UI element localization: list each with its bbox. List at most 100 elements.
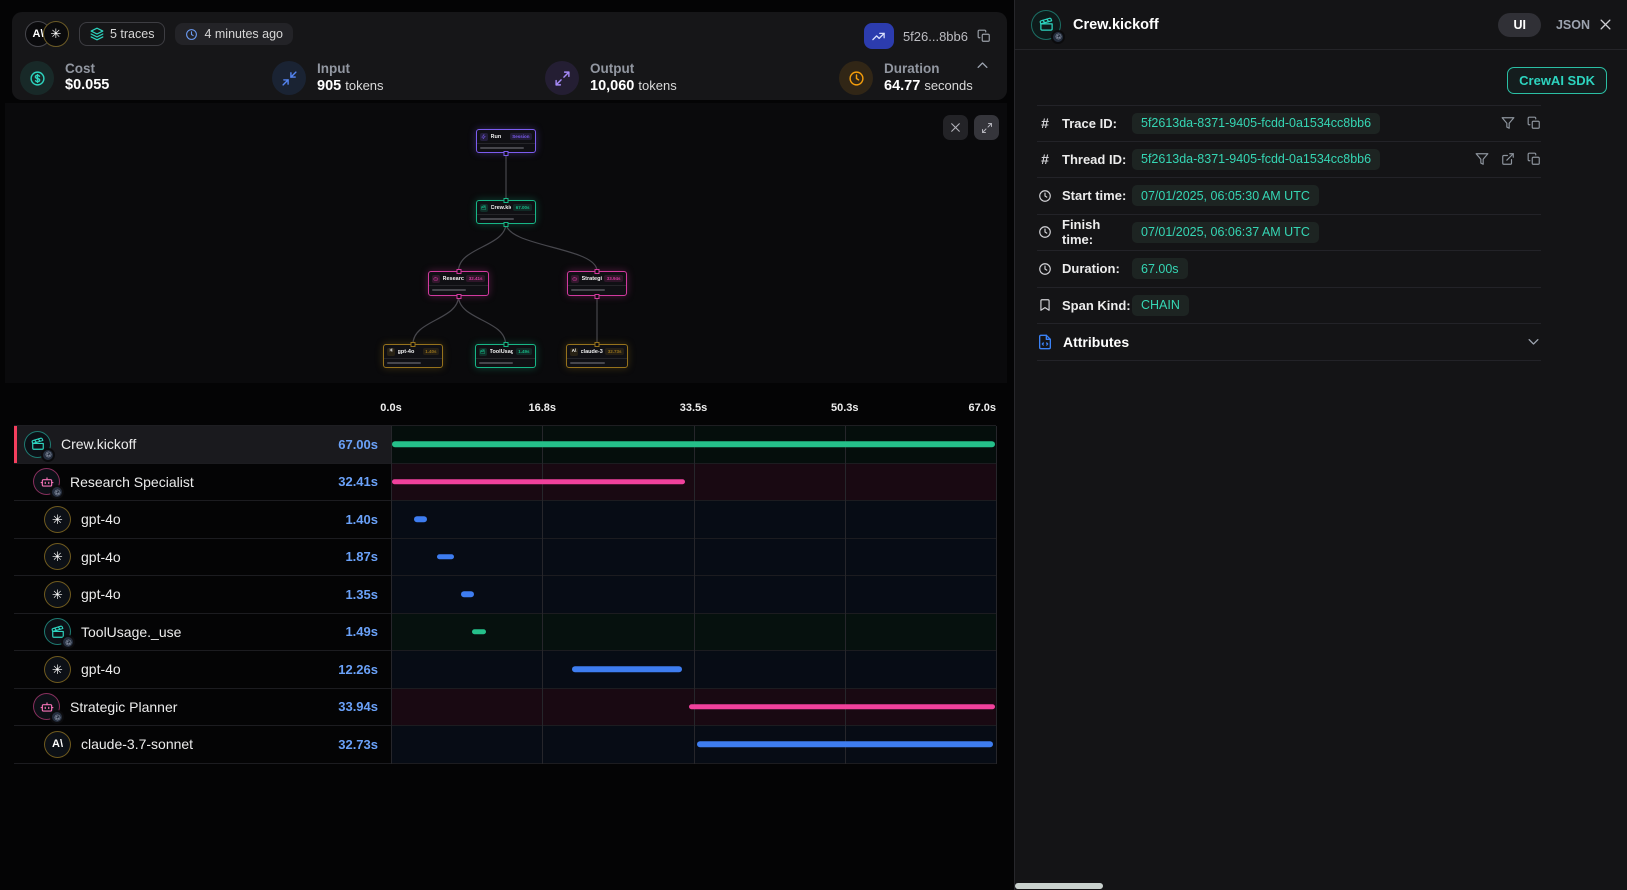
graph-node-tool[interactable]: ToolUsage._use1.49s — [475, 344, 536, 368]
detail-row-trace-id-: #Trace ID:5f2613da-8371-9405-fcdd-0a1534… — [1037, 105, 1541, 142]
agentops-badge-icon — [1051, 30, 1065, 44]
span-name: gpt-4o — [81, 661, 121, 677]
graph-close-button[interactable] — [943, 115, 968, 140]
node-badge: 1.49s — [516, 348, 532, 355]
span-timeline-cell — [391, 614, 996, 651]
dollar-circle-icon-wrap — [20, 61, 54, 95]
horizontal-scrollbar-thumb[interactable] — [1015, 883, 1103, 889]
span-name: claude-3.7-sonnet — [81, 736, 193, 752]
dollar-circle-icon — [29, 70, 46, 87]
span-name: gpt-4o — [81, 511, 121, 527]
clock-icon — [1038, 189, 1052, 203]
attributes-chevron[interactable] — [1526, 334, 1541, 349]
axis-tick: 67.0s — [968, 402, 996, 414]
trace-summary-top: A\ ✳ 5 traces 4 minutes ago — [25, 21, 293, 47]
trace-metrics-button[interactable] — [864, 23, 894, 49]
span-bar — [461, 592, 473, 598]
span-timeline-cell — [391, 426, 996, 463]
span-row-strategic-planner[interactable]: Strategic Planner33.94s — [14, 689, 996, 727]
copy-trace-id-button[interactable] — [977, 29, 991, 43]
node-badge: 33.94s — [604, 275, 623, 282]
graph-node-claude[interactable]: A\claude-3.7-sonnet32.73s — [566, 344, 628, 368]
clock-icon — [185, 28, 198, 41]
clapperboard-icon — [481, 205, 487, 211]
time-ago-label: 4 minutes ago — [204, 27, 283, 41]
clapperboard-icon — [1039, 17, 1054, 32]
span-row-gpt-4o[interactable]: ✳gpt-4o1.87s — [14, 539, 996, 577]
graph-node-strategic[interactable]: Strategic Planner33.94s — [567, 271, 627, 296]
span-duration: 67.00s — [338, 437, 378, 452]
span-row-gpt-4o[interactable]: ✳gpt-4o12.26s — [14, 651, 996, 689]
span-bar — [392, 442, 995, 448]
trace-summary-card: A\ ✳ 5 traces 4 minutes ago 5f26...8bb6 … — [12, 12, 1007, 100]
detail-label: Thread ID: — [1062, 152, 1132, 167]
agentops-icon — [54, 489, 61, 496]
node-subtext — [384, 358, 442, 367]
graph-edge — [413, 296, 459, 344]
detail-row-span-kind-: Span Kind:CHAIN — [1037, 288, 1541, 325]
span-duration: 1.49s — [345, 624, 378, 639]
node-connector-bottom — [595, 294, 600, 299]
metric-output: Output10,060 tokens — [545, 61, 677, 96]
collapse-summary-button[interactable] — [975, 58, 990, 73]
traces-count-badge[interactable]: 5 traces — [79, 22, 165, 46]
span-row-toolusage-use[interactable]: ToolUsage._use1.49s — [14, 614, 996, 652]
node-title: gpt-4o — [398, 349, 421, 355]
node-connector-top — [503, 342, 508, 347]
hash-icon: # — [1041, 152, 1049, 166]
tab-json[interactable]: JSON — [1556, 18, 1590, 32]
span-timeline-cell — [391, 726, 996, 763]
funnel-button[interactable] — [1501, 116, 1515, 130]
span-duration: 1.40s — [345, 512, 378, 527]
metric-label: Duration — [884, 61, 973, 76]
span-row-gpt-4o[interactable]: ✳gpt-4o1.40s — [14, 501, 996, 539]
hash-icon: # — [1041, 116, 1049, 130]
node-connector-bottom — [504, 222, 509, 227]
waterfall-axis: 0.0s16.8s33.5s50.3s67.0s — [14, 396, 996, 425]
axis-tick: 33.5s — [680, 402, 708, 414]
node-badge: 1.40s — [423, 348, 439, 355]
arrows-out-icon-wrap — [545, 61, 579, 95]
graph-node-run[interactable]: RunSession — [476, 129, 536, 153]
graph-edge — [459, 223, 507, 271]
funnel-button[interactable] — [1475, 152, 1489, 166]
arrows-in-icon — [281, 70, 298, 87]
close-panel-button[interactable] — [1598, 17, 1613, 32]
tab-ui[interactable]: UI — [1498, 13, 1541, 37]
detail-value: 5f2613da-8371-9405-fcdd-0a1534cc8bb6 — [1132, 149, 1380, 170]
span-duration: 32.73s — [338, 737, 378, 752]
span-row-claude-3-7-sonnet[interactable]: A\claude-3.7-sonnet32.73s — [14, 726, 996, 764]
detail-value: 5f2613da-8371-9405-fcdd-0a1534cc8bb6 — [1132, 113, 1380, 134]
metric-value: 64.77 seconds — [884, 76, 973, 96]
span-name: gpt-4o — [81, 549, 121, 565]
span-row-crew-kickoff[interactable]: Crew.kickoff 67.00s — [14, 426, 996, 464]
span-bar — [572, 667, 683, 673]
detail-value: 67.00s — [1132, 258, 1188, 279]
external-link-icon — [1501, 152, 1515, 166]
graph-expand-button[interactable] — [974, 115, 999, 140]
span-duration: 12.26s — [338, 662, 378, 677]
detail-row-thread-id-: # Thread ID:5f2613da-8371-9405-fcdd-0a153… — [1037, 142, 1541, 179]
attributes-row[interactable]: Attributes — [1037, 324, 1541, 361]
agentops-badge-icon — [50, 485, 64, 499]
span-type-icon-wrap: ✳ — [44, 581, 71, 608]
node-title: Crew.kickoff — [491, 205, 511, 211]
robot-icon — [433, 276, 439, 282]
node-badge: Session — [510, 133, 532, 140]
span-row-gpt-4o[interactable]: ✳gpt-4o1.35s — [14, 576, 996, 614]
graph-node-gpt[interactable]: ✳gpt-4o1.40s — [383, 344, 443, 368]
graph-node-crew[interactable]: Crew.kickoff67.00s — [476, 200, 536, 224]
span-name: Crew.kickoff — [61, 436, 136, 452]
funnel-icon — [1475, 152, 1489, 166]
node-connector-bottom — [456, 294, 461, 299]
copy-button[interactable] — [1527, 152, 1541, 166]
detail-row-finish-time-: Finish time:07/01/2025, 06:06:37 AM UTC — [1037, 215, 1541, 252]
file-attr-icon — [1037, 334, 1053, 350]
graph-edge — [459, 296, 506, 344]
span-row-research-specialist[interactable]: Research Specialist32.41s — [14, 464, 996, 502]
graph-node-research[interactable]: Research Speciali...32.41s — [428, 271, 489, 296]
copy-button[interactable] — [1527, 116, 1541, 130]
external-link-button[interactable] — [1501, 152, 1515, 166]
robot-icon — [572, 276, 578, 282]
node-subtext — [476, 358, 535, 367]
